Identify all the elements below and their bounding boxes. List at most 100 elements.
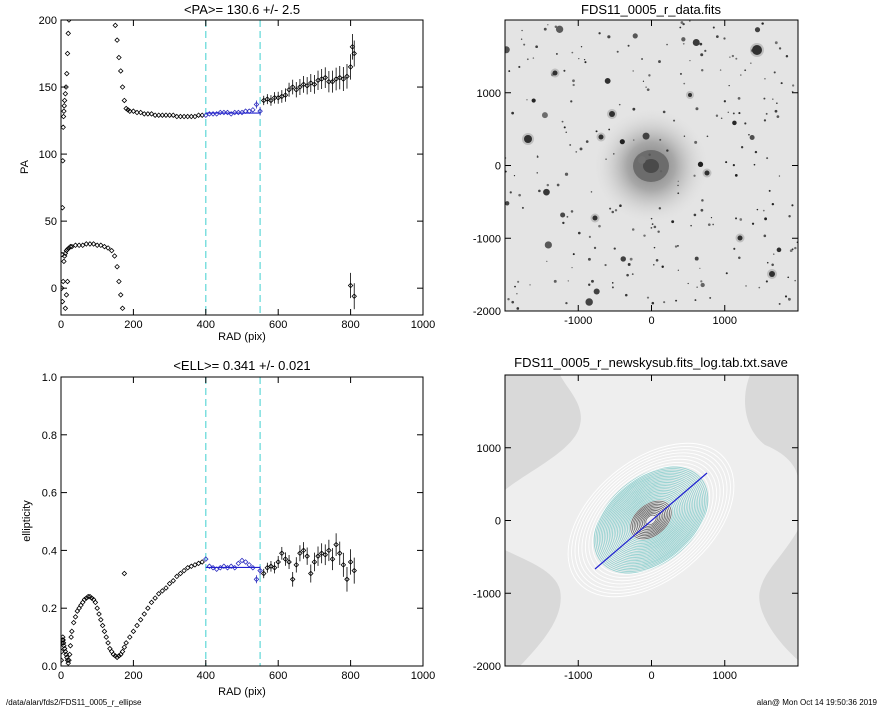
star [536, 155, 539, 157]
ell-point [195, 560, 202, 567]
star [619, 204, 622, 208]
star [729, 56, 731, 58]
star [619, 139, 625, 145]
pa-point [121, 97, 128, 104]
ell-point [221, 563, 227, 570]
ell-point [66, 651, 73, 658]
star [734, 174, 738, 177]
star [788, 297, 790, 300]
bright-star [752, 45, 762, 55]
pa-point [114, 37, 120, 43]
star [641, 58, 643, 60]
star [516, 293, 518, 295]
ell-data-points [61, 533, 357, 666]
star [792, 84, 795, 87]
pa-xtick-label: 400 [197, 319, 215, 331]
star [531, 98, 536, 103]
star [772, 98, 774, 100]
ell-ytick-label: 0.2 [42, 603, 57, 615]
star [768, 189, 771, 192]
pa-point [61, 285, 65, 291]
ell-point [297, 550, 303, 557]
star [690, 224, 692, 227]
ell-point [67, 643, 74, 649]
star [780, 82, 783, 85]
star [505, 46, 510, 54]
star [687, 282, 689, 285]
pa-point [64, 50, 71, 57]
ell-point [184, 564, 191, 571]
star [645, 86, 647, 88]
pa-point [297, 84, 303, 90]
star [511, 300, 515, 304]
bright-star [769, 271, 775, 277]
ell-point [192, 562, 198, 568]
star [571, 266, 573, 269]
ell-point [114, 654, 120, 661]
star [683, 82, 686, 85]
pa-point [114, 263, 120, 270]
bright-star [598, 134, 604, 140]
star [695, 107, 699, 111]
pa-point [253, 101, 260, 108]
pa-point [64, 70, 70, 77]
pa-point [293, 86, 300, 93]
star [516, 307, 520, 310]
ell-point [61, 637, 66, 643]
bright-star [688, 93, 692, 97]
star [765, 280, 768, 283]
data-image-ticks: -1000 0 1000 -2000 -1000 0 1000 [473, 20, 798, 327]
star [776, 115, 780, 119]
pa-point [152, 112, 158, 118]
ell-point [137, 616, 144, 623]
ell-point [235, 560, 242, 567]
star [620, 256, 626, 262]
pa-point [163, 112, 169, 118]
ell-point [344, 576, 350, 583]
ell-ytick-label: 0.6 [42, 488, 57, 500]
ell-radius-markers [205, 377, 261, 666]
img4-xtick-label: -1000 [564, 670, 592, 682]
ell-point [152, 595, 158, 601]
pa-point [130, 108, 137, 114]
star [735, 57, 738, 60]
ell-point [61, 640, 67, 646]
pa-point [311, 81, 318, 88]
star [679, 72, 683, 75]
star [666, 149, 669, 152]
star [526, 58, 529, 61]
pa-point [199, 112, 205, 118]
star [700, 280, 703, 283]
star [572, 253, 575, 256]
ell-point [260, 570, 267, 577]
star [663, 301, 666, 304]
star [750, 62, 752, 64]
pa-xtick-label: 600 [269, 319, 287, 331]
ell-point [134, 622, 140, 629]
star [671, 220, 675, 224]
pa-point [184, 113, 191, 120]
ell-point [78, 602, 84, 609]
ell-point [289, 576, 296, 583]
ell-point [63, 651, 69, 658]
star [751, 222, 755, 225]
star [555, 25, 564, 33]
star [766, 261, 769, 264]
star [692, 39, 700, 47]
star [725, 272, 728, 275]
pa-point [61, 103, 68, 109]
star [785, 54, 789, 58]
star [720, 117, 723, 120]
pa-point [174, 113, 180, 120]
star [611, 286, 614, 289]
star [578, 58, 580, 60]
pa-point [217, 109, 224, 116]
star [566, 215, 569, 218]
star [526, 99, 528, 101]
star [618, 103, 621, 106]
star [511, 111, 514, 115]
bright-star [552, 70, 558, 76]
ell-point [61, 645, 68, 652]
star [598, 224, 601, 228]
ell-point [83, 595, 90, 601]
